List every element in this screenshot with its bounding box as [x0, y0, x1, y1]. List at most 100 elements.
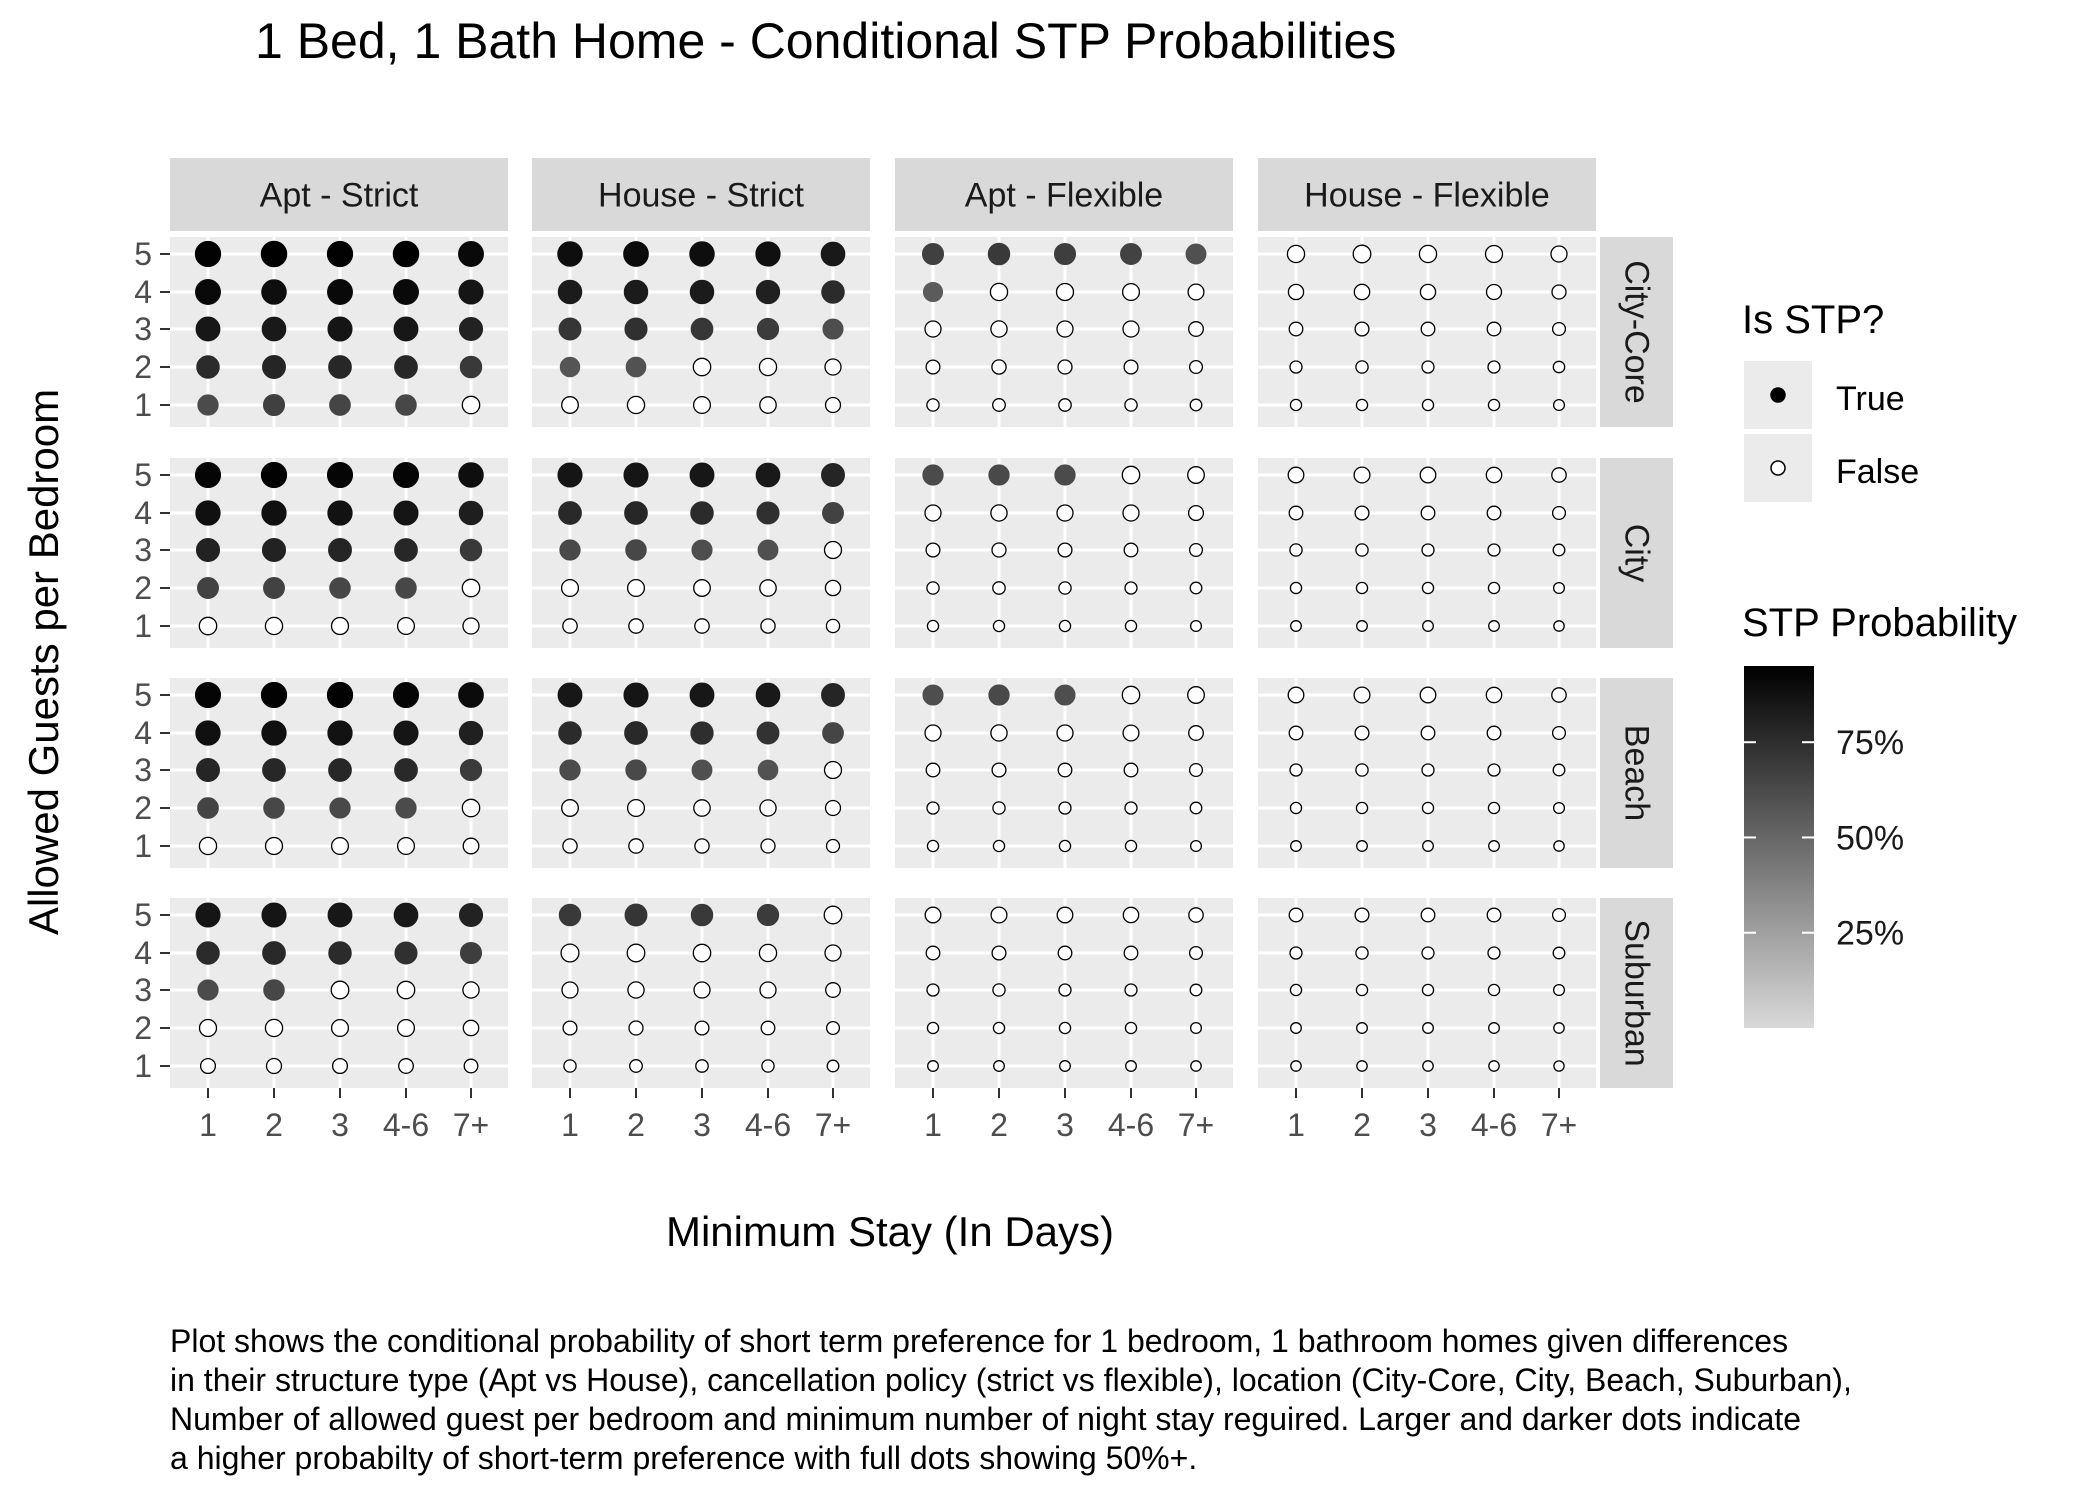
data-point	[260, 240, 288, 268]
data-point	[458, 462, 484, 488]
data-point	[924, 504, 942, 522]
data-point	[262, 758, 286, 782]
data-point	[557, 241, 583, 267]
data-point	[195, 500, 221, 526]
data-point	[1487, 983, 1501, 997]
data-point	[1551, 284, 1567, 300]
data-point	[194, 681, 222, 709]
data-point	[1122, 906, 1140, 924]
data-point	[462, 617, 480, 635]
data-point	[1056, 320, 1074, 338]
data-point	[1552, 983, 1566, 997]
data-point	[924, 724, 942, 742]
data-point	[1286, 244, 1306, 264]
data-point	[690, 317, 714, 341]
caption-line: a higher probabilty of short-term prefer…	[170, 1440, 1198, 1476]
data-point	[1124, 1021, 1138, 1035]
y-tick-label: 5	[134, 457, 152, 493]
facet-row-label: City	[1618, 524, 1656, 583]
data-point	[759, 799, 777, 817]
data-point	[394, 941, 418, 965]
data-point	[1056, 906, 1074, 924]
facet-grid: Apt - Strict House - Strict Apt - Flexible…	[134, 158, 1673, 1143]
data-point	[628, 838, 644, 854]
data-point	[326, 240, 354, 268]
data-point	[1487, 801, 1501, 815]
data-point	[759, 579, 777, 597]
data-point	[558, 721, 582, 745]
data-point	[1123, 359, 1139, 375]
data-point	[689, 682, 715, 708]
data-point	[1486, 321, 1502, 337]
data-point	[462, 1019, 480, 1037]
data-point	[992, 839, 1006, 853]
data-point	[627, 981, 645, 999]
data-point	[1552, 946, 1566, 960]
data-point	[262, 355, 286, 379]
data-point	[1189, 801, 1203, 815]
data-point	[922, 684, 944, 706]
data-point	[1352, 244, 1372, 264]
data-point	[1290, 840, 1302, 852]
y-tick-label: 3	[134, 532, 152, 568]
data-point	[395, 577, 417, 599]
data-point	[1422, 1060, 1434, 1072]
data-point	[1355, 983, 1369, 997]
color-legend: STP Probability 25% 50% 75%	[1742, 601, 2017, 1028]
data-point	[1421, 763, 1435, 777]
data-point	[1189, 398, 1203, 412]
data-point	[458, 279, 484, 305]
data-point	[328, 355, 352, 379]
data-point	[755, 462, 781, 488]
colorbar-tick-label: 75%	[1836, 724, 1904, 762]
data-point	[992, 801, 1006, 815]
x-tick-label: 1	[199, 1107, 217, 1143]
data-point	[459, 355, 483, 379]
data-point	[1355, 946, 1369, 960]
data-point	[261, 316, 287, 342]
data-point	[992, 619, 1006, 633]
data-point	[624, 317, 648, 341]
colorbar-ticks: 25% 50% 75%	[1744, 724, 1904, 953]
data-point	[991, 762, 1007, 778]
data-point	[990, 724, 1008, 742]
data-point	[1421, 398, 1435, 412]
data-point	[1486, 505, 1502, 521]
data-point	[264, 1018, 284, 1038]
data-point	[264, 836, 284, 856]
data-point	[396, 616, 416, 636]
data-point	[1124, 398, 1138, 412]
legend-label-false: False	[1836, 453, 1919, 491]
data-point	[1190, 1060, 1202, 1072]
data-point	[559, 356, 581, 378]
data-point	[992, 983, 1006, 997]
data-point	[1355, 763, 1369, 777]
data-point	[1421, 946, 1435, 960]
data-point	[1422, 840, 1434, 852]
data-point	[458, 902, 484, 928]
data-point	[927, 1060, 939, 1072]
data-point	[195, 279, 221, 305]
data-point	[1354, 321, 1370, 337]
data-point	[1124, 983, 1138, 997]
caption-line: Plot shows the conditional probability o…	[170, 1323, 1789, 1359]
y-tick-label: 1	[134, 828, 152, 864]
data-point	[1289, 801, 1303, 815]
data-point	[625, 539, 647, 561]
data-point	[265, 1057, 283, 1075]
data-point	[557, 682, 583, 708]
data-point	[761, 1059, 775, 1073]
x-tick-label: 1	[924, 1107, 942, 1143]
data-point	[194, 240, 222, 268]
data-point	[1058, 801, 1072, 815]
data-point	[1552, 763, 1566, 777]
data-point	[1353, 686, 1371, 704]
data-point	[1058, 983, 1072, 997]
x-tick-label: 4-6	[383, 1107, 429, 1143]
data-point	[1356, 620, 1368, 632]
data-point	[1550, 245, 1568, 263]
data-point	[197, 797, 219, 819]
data-point	[1290, 1022, 1302, 1034]
data-point	[197, 979, 219, 1001]
